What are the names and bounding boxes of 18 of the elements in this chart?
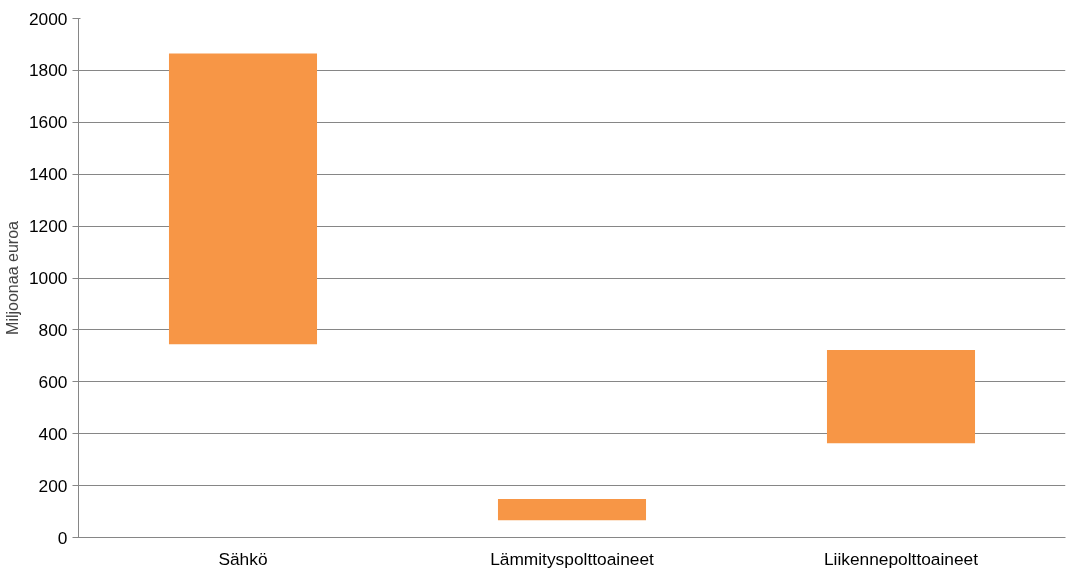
x-tick-label: Sähkö [218,548,268,569]
bar [497,499,647,521]
y-tick-label: 1600 [28,112,68,133]
y-tick-label: 200 [38,475,68,496]
bar [826,349,976,444]
bar [168,53,318,345]
y-tick-label: 400 [38,423,68,444]
y-tick-label: 1200 [28,216,68,237]
x-tick-label: Liikennepolttoaineet [823,548,979,569]
y-tick-label: 1400 [28,164,68,185]
y-tick-label: 2000 [28,8,68,29]
y-axis-title: Miljoonaa euroa [3,220,21,335]
y-tick-label: 600 [38,371,68,392]
y-tick-label: 0 [57,527,68,548]
x-tick-label: Lämmityspolttoaineet [490,548,655,569]
y-tick-label: 800 [38,319,68,340]
y-tick-label: 1000 [28,268,68,288]
y-tick-label: 1800 [28,60,68,81]
